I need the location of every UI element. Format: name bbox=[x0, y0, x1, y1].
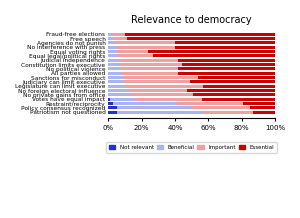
Bar bbox=[123, 76, 198, 79]
Bar bbox=[115, 41, 175, 44]
Bar bbox=[125, 33, 275, 36]
Bar bbox=[108, 67, 120, 70]
Bar bbox=[117, 54, 153, 57]
Bar bbox=[108, 102, 113, 105]
Bar bbox=[108, 50, 117, 53]
Bar bbox=[113, 102, 177, 105]
Bar bbox=[120, 67, 178, 70]
Bar bbox=[177, 102, 243, 105]
Bar bbox=[125, 85, 203, 88]
Bar bbox=[153, 54, 275, 57]
Bar bbox=[148, 50, 275, 53]
Bar bbox=[108, 80, 123, 83]
Legend: Not relevant, Beneficial, Important, Essential: Not relevant, Beneficial, Important, Ess… bbox=[106, 142, 277, 153]
Bar bbox=[202, 98, 275, 101]
Bar bbox=[108, 89, 128, 92]
Bar bbox=[108, 59, 120, 62]
Bar bbox=[108, 85, 125, 88]
Bar bbox=[243, 102, 275, 105]
Bar bbox=[108, 54, 117, 57]
Bar bbox=[113, 37, 127, 40]
Bar bbox=[117, 111, 203, 114]
Bar bbox=[120, 63, 182, 66]
Bar bbox=[203, 111, 253, 114]
Bar bbox=[108, 98, 110, 101]
Bar bbox=[190, 80, 275, 83]
Bar bbox=[178, 67, 275, 70]
Bar bbox=[135, 98, 202, 101]
Bar bbox=[175, 46, 275, 49]
Bar bbox=[193, 93, 275, 96]
Bar bbox=[175, 41, 275, 44]
Bar bbox=[108, 72, 122, 75]
Bar bbox=[117, 50, 148, 53]
Bar bbox=[108, 46, 117, 49]
Bar bbox=[120, 59, 178, 62]
Bar bbox=[112, 33, 125, 36]
Bar bbox=[108, 37, 113, 40]
Bar bbox=[108, 41, 115, 44]
Bar bbox=[108, 33, 112, 36]
Bar bbox=[122, 72, 178, 75]
Bar bbox=[108, 76, 123, 79]
Bar bbox=[123, 80, 190, 83]
Bar bbox=[178, 72, 275, 75]
Bar bbox=[187, 89, 275, 92]
Title: Relevance to democracy: Relevance to democracy bbox=[131, 15, 252, 25]
Bar bbox=[108, 63, 120, 66]
Bar bbox=[127, 37, 275, 40]
Bar bbox=[117, 46, 175, 49]
Bar bbox=[253, 111, 275, 114]
Bar bbox=[130, 93, 193, 96]
Bar bbox=[108, 111, 117, 114]
Bar bbox=[108, 93, 130, 96]
Bar bbox=[250, 106, 275, 109]
Bar bbox=[108, 106, 117, 109]
Bar bbox=[110, 98, 135, 101]
Bar bbox=[203, 85, 275, 88]
Bar bbox=[192, 106, 250, 109]
Bar bbox=[182, 63, 275, 66]
Bar bbox=[198, 76, 275, 79]
Bar bbox=[178, 59, 275, 62]
Bar bbox=[117, 106, 192, 109]
Bar bbox=[128, 89, 187, 92]
